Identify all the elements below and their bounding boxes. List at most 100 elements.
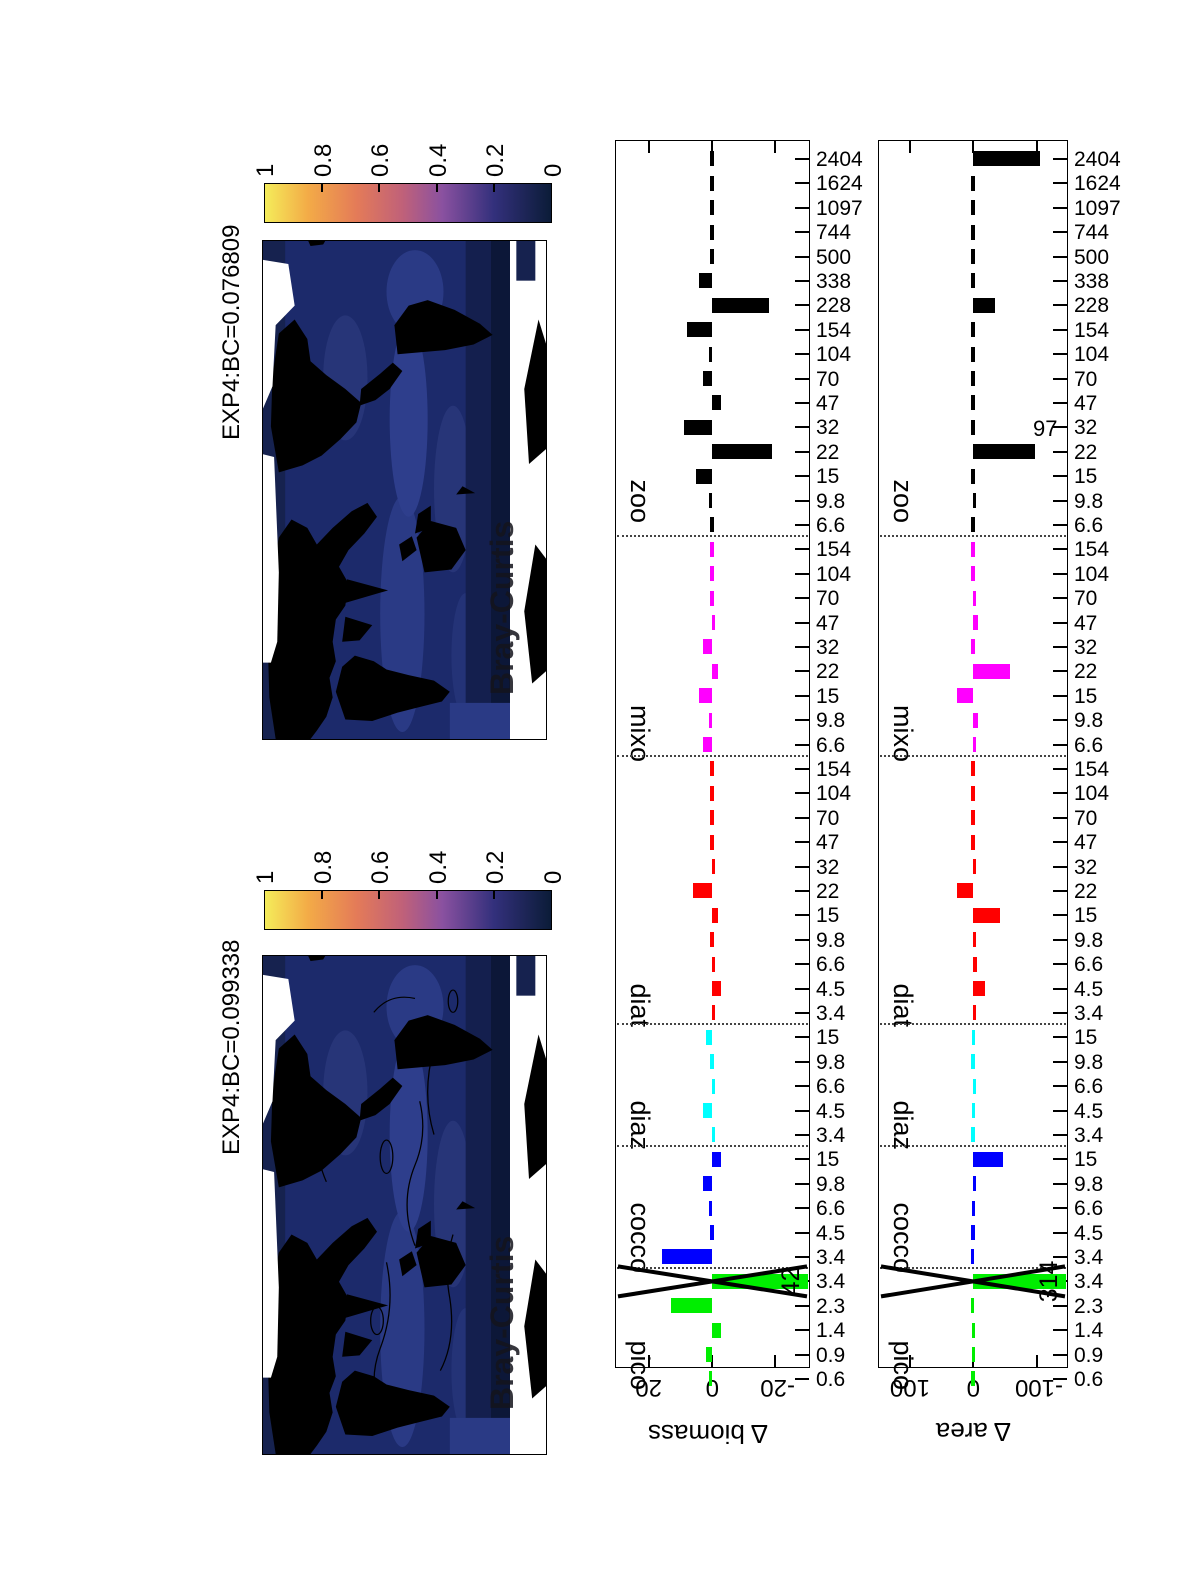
- size-tick-label: 3.4: [1074, 1270, 1104, 1294]
- size-tick-label: 6.6: [1074, 733, 1104, 757]
- size-tick-label: 104: [816, 782, 852, 806]
- size-tick-label: 9.8: [1074, 1050, 1104, 1074]
- size-tick-label: 9.8: [1074, 1172, 1104, 1196]
- bar-pico: [708, 1371, 712, 1387]
- size-tick-label: 4.5: [816, 977, 846, 1001]
- size-tick-label: 3.4: [1074, 1246, 1104, 1269]
- colorbar-tick: [493, 184, 496, 192]
- colorbar-tick-label: 1: [252, 163, 279, 177]
- size-tick-label: 154: [1074, 318, 1110, 342]
- bray-curtis-label-1: Bray-Curtis: [484, 1235, 520, 1410]
- size-tick-label: 22: [816, 440, 840, 464]
- size-tick-label: 32: [816, 636, 840, 659]
- size-tick-label: 228: [1074, 294, 1110, 318]
- size-tick-label: 154: [816, 318, 852, 342]
- size-tick-label: 3.4: [816, 1002, 846, 1025]
- size-tick-label: 22: [1074, 880, 1098, 903]
- size-tick-label: 15: [1074, 684, 1098, 708]
- size-tick-label: 2404: [816, 148, 863, 171]
- size-tick-label: 104: [1074, 562, 1110, 586]
- colorbar-tick-label: 0.6: [367, 143, 395, 177]
- size-tick-label: 32: [816, 855, 840, 879]
- size-tick-label: 70: [1074, 587, 1098, 611]
- size-tick-label: 3.4: [1074, 1124, 1104, 1147]
- colorbar-tick-label: 0.6: [367, 850, 395, 884]
- size-tick-label: 6.6: [816, 1197, 846, 1221]
- colorbar-tick-label: 0.8: [309, 143, 337, 177]
- size-tick-label: 2.3: [1074, 1294, 1104, 1318]
- world-map-1: [262, 955, 547, 1455]
- world-map-2: [262, 240, 547, 740]
- size-tick-label: 9.8: [1074, 709, 1104, 733]
- colorbar-tick: [378, 891, 381, 899]
- size-tick-label: 3.4: [1074, 1002, 1104, 1025]
- size-tick-label: 0.6: [1074, 1368, 1104, 1391]
- size-tick-label: 15: [1074, 1148, 1098, 1172]
- colorbar-tick-label: 0.2: [482, 850, 510, 884]
- colorbar-tick-label: 0.8: [309, 850, 337, 884]
- colorbar-tick: [320, 184, 323, 192]
- size-tick-label: 2404: [1074, 148, 1121, 171]
- size-tick-label: 15: [1074, 465, 1098, 489]
- colorbar-tick: [493, 891, 496, 899]
- y-axis-label: Δ biomass: [648, 1419, 769, 1449]
- size-tick-label: 15: [816, 904, 840, 928]
- size-class-tick: [795, 1378, 809, 1380]
- size-tick-label: 0.9: [1074, 1343, 1104, 1367]
- map-title-1: EXP4:BC=0.099338: [218, 939, 245, 1156]
- size-tick-label: 15: [816, 684, 840, 708]
- size-tick-label: 70: [816, 367, 840, 391]
- colorbar-2: [264, 183, 552, 223]
- y-axis-label: Δ area: [935, 1417, 1011, 1447]
- size-tick-label: 1.4: [816, 1319, 846, 1343]
- size-tick-label: 32: [816, 416, 840, 440]
- clip-value-label: 42: [777, 1267, 805, 1296]
- colorbar-tick-label: 0.2: [482, 143, 510, 177]
- size-class-tick: [1053, 1378, 1067, 1380]
- size-tick-label: 32: [1074, 636, 1098, 659]
- size-tick-label: 47: [816, 611, 840, 635]
- size-tick-label: 22: [1074, 660, 1098, 684]
- size-tick-label: 154: [1074, 538, 1110, 562]
- size-tick-label: 0.6: [816, 1368, 846, 1391]
- size-tick-label: 15: [816, 1148, 840, 1172]
- size-tick-label: 4.5: [1074, 1221, 1104, 1245]
- size-tick-label: 6.6: [1074, 1197, 1104, 1221]
- size-tick-label: 1624: [816, 172, 863, 196]
- world-map-svg: [263, 955, 547, 1454]
- colorbar-tick-label: 0.4: [424, 850, 452, 884]
- size-tick-label: 338: [816, 270, 852, 293]
- size-tick-label: 6.6: [816, 1075, 846, 1099]
- size-tick-label: 3.4: [816, 1246, 846, 1269]
- size-tick-label: 500: [1074, 245, 1110, 269]
- size-tick-label: 500: [816, 245, 852, 269]
- size-tick-label: 9.8: [816, 489, 846, 513]
- map-title-2: EXP4:BC=0.076809: [218, 224, 245, 441]
- size-tick-label: 32: [1074, 855, 1098, 879]
- size-tick-label: 1097: [1074, 196, 1121, 220]
- size-tick-label: 47: [1074, 611, 1098, 635]
- colorbar-tick: [435, 891, 438, 899]
- world-map-svg: [263, 240, 547, 739]
- size-tick-label: 154: [816, 758, 852, 781]
- size-tick-label: 3.4: [816, 1124, 846, 1147]
- size-tick-label: 15: [816, 1026, 840, 1050]
- clip-x-marker: [878, 140, 1068, 1368]
- size-tick-label: 104: [816, 343, 852, 367]
- size-tick-label: 9.8: [816, 928, 846, 952]
- colorbar-tick-label: 0: [540, 163, 567, 177]
- size-tick-label: 32: [1074, 416, 1098, 440]
- size-tick-label: 1097: [816, 196, 863, 220]
- size-tick-label: 6.6: [1074, 514, 1104, 537]
- size-tick-label: 9.8: [1074, 489, 1104, 513]
- colorbar-tick-label: 0: [540, 870, 567, 884]
- size-tick-label: 70: [816, 587, 840, 611]
- size-tick-label: 228: [816, 294, 852, 318]
- colorbar-tick: [435, 184, 438, 192]
- colorbar-tick-label: 1: [252, 870, 279, 884]
- size-tick-label: 6.6: [816, 514, 846, 537]
- colorbar-tick: [320, 891, 323, 899]
- size-tick-label: 4.5: [816, 1099, 846, 1123]
- zero-dash: [971, 1371, 975, 1387]
- size-tick-label: 22: [816, 880, 840, 903]
